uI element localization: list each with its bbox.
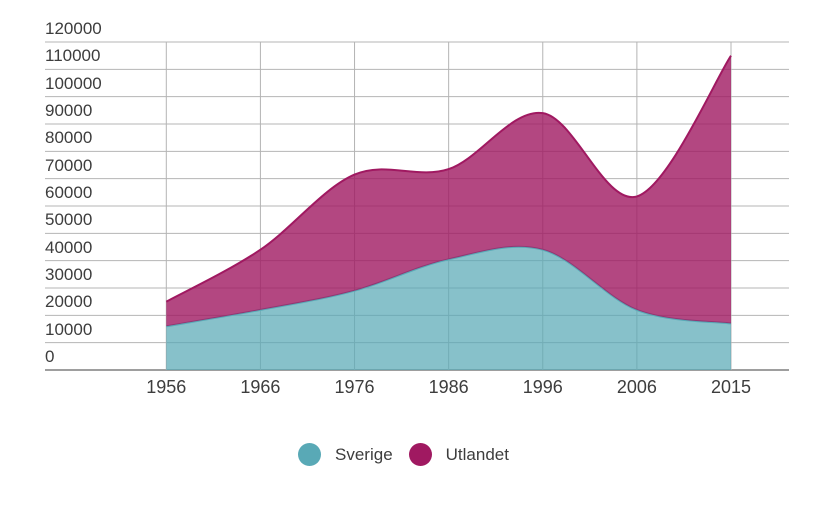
- series-line-sverige: [166, 245, 732, 328]
- legend-item-sverige: Sverige: [298, 443, 393, 466]
- y-tick-label: 0: [45, 347, 55, 366]
- x-tick-label: 2006: [616, 377, 657, 397]
- x-tick-label: 1956: [146, 377, 187, 397]
- legend-label-utlandet: Utlandet: [445, 444, 509, 464]
- y-tick-label: 40000: [45, 237, 93, 257]
- y-tick-label: 80000: [45, 128, 93, 148]
- y-tick-label: 90000: [45, 101, 93, 120]
- x-tick-label: 1996: [522, 377, 563, 397]
- y-tick-label: 20000: [45, 292, 93, 312]
- legend-swatch-utlandet-icon: [408, 443, 432, 466]
- y-tick-label: 110000: [45, 46, 101, 66]
- series-line-utlandet: [165, 55, 732, 303]
- y-tick-label: 70000: [45, 155, 93, 175]
- y-tick-label: 50000: [45, 210, 93, 230]
- legend-swatch-sverige-icon: [298, 443, 322, 466]
- x-tick-label: 1966: [240, 377, 281, 397]
- y-tick-label: 100000: [45, 73, 102, 93]
- legend-label-sverige: Sverige: [335, 444, 393, 464]
- chart-legend: Sverige Utlandet: [0, 443, 815, 466]
- x-tick-label: 1976: [334, 377, 375, 397]
- y-tick-label: 10000: [45, 319, 93, 339]
- y-tick-label: 60000: [45, 183, 93, 202]
- series-area-utlandet: [166, 55, 732, 327]
- y-tick-label: 30000: [45, 265, 93, 284]
- x-tick-label: 2015: [710, 377, 752, 397]
- legend-item-utlandet: Utlandet: [408, 443, 509, 466]
- y-tick-label: 120000: [45, 19, 102, 38]
- series-area-sverige: [166, 246, 732, 370]
- x-tick-label: 1986: [428, 377, 469, 397]
